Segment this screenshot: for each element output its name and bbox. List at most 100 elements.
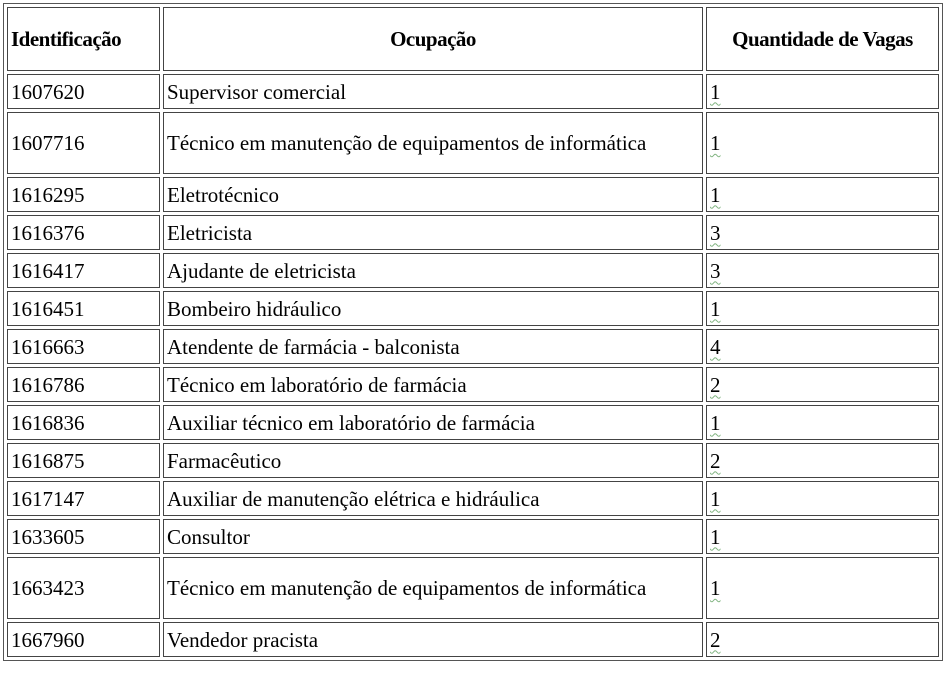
cell-identificacao: 1616875 bbox=[7, 443, 160, 478]
cell-vagas-text: 1 bbox=[710, 296, 721, 321]
cell-vagas-text: 2 bbox=[710, 448, 721, 473]
cell-ocupacao-text: Ajudante de eletricista bbox=[167, 258, 356, 283]
header-identificacao: Identificação bbox=[7, 7, 160, 71]
cell-ocupacao-text: Técnico em manutenção de equipamentos de… bbox=[167, 131, 647, 155]
cell-identificacao: 1616376 bbox=[7, 215, 160, 250]
cell-vagas-text: 1 bbox=[710, 486, 721, 511]
cell-ocupacao-text: Auxiliar de manutenção elétrica e hidráu… bbox=[167, 486, 540, 511]
table-row: 1616875 Farmacêutico 2 bbox=[7, 443, 939, 478]
cell-vagas-text: 3 bbox=[710, 220, 721, 245]
cell-ocupacao-text: Supervisor comercial bbox=[167, 79, 347, 104]
cell-ocupacao: Eletricista bbox=[163, 215, 703, 250]
cell-vagas: 1 bbox=[706, 177, 939, 212]
table-row: 1607620 Supervisor comercial 1 bbox=[7, 74, 939, 109]
cell-identificacao: 1616417 bbox=[7, 253, 160, 288]
cell-ocupacao-text: Atendente de farmácia - balconista bbox=[167, 334, 460, 359]
cell-ocupacao: Bombeiro hidráulico bbox=[163, 291, 703, 326]
cell-identificacao-text: 1616663 bbox=[11, 334, 85, 359]
table-row: 1616417 Ajudante de eletricista 3 bbox=[7, 253, 939, 288]
cell-ocupacao-text: Técnico em manutenção de equipamentos de… bbox=[167, 576, 647, 600]
cell-vagas: 3 bbox=[706, 215, 939, 250]
cell-identificacao-text: 1616376 bbox=[11, 220, 85, 245]
cell-vagas-text: 1 bbox=[710, 182, 721, 207]
table-row: 1616836 Auxiliar técnico em laboratório d… bbox=[7, 405, 939, 440]
header-quantidade: Quantidade de Vagas bbox=[706, 7, 939, 71]
table-row: 1617147 Auxiliar de manutenção elétrica e… bbox=[7, 481, 939, 516]
cell-vagas: 1 bbox=[706, 481, 939, 516]
cell-vagas-text: 1 bbox=[710, 410, 721, 435]
cell-identificacao: 1616836 bbox=[7, 405, 160, 440]
cell-vagas-text: 2 bbox=[710, 372, 721, 397]
header-ocupacao: Ocupação bbox=[163, 7, 703, 71]
cell-vagas: 2 bbox=[706, 367, 939, 402]
cell-vagas: 1 bbox=[706, 74, 939, 109]
table-row: 1616376 Eletricista 3 bbox=[7, 215, 939, 250]
cell-identificacao: 1633605 bbox=[7, 519, 160, 554]
cell-identificacao: 1663423 bbox=[7, 557, 160, 619]
cell-identificacao-text: 1607620 bbox=[11, 79, 85, 104]
cell-vagas: 3 bbox=[706, 253, 939, 288]
cell-identificacao: 1607620 bbox=[7, 74, 160, 109]
cell-ocupacao: Auxiliar de manutenção elétrica e hidráu… bbox=[163, 481, 703, 516]
table-row: 1667960 Vendedor pracista 2 bbox=[7, 622, 939, 657]
cell-identificacao: 1617147 bbox=[7, 481, 160, 516]
cell-vagas: 1 bbox=[706, 405, 939, 440]
cell-ocupacao-text: Técnico em laboratório de farmácia bbox=[167, 372, 467, 397]
cell-ocupacao: Atendente de farmácia - balconista bbox=[163, 329, 703, 364]
vacancies-table: Identificação Ocupação Quantidade de Vag… bbox=[3, 3, 943, 661]
cell-identificacao: 1667960 bbox=[7, 622, 160, 657]
cell-ocupacao: Vendedor pracista bbox=[163, 622, 703, 657]
cell-vagas-text: 3 bbox=[710, 258, 721, 283]
cell-ocupacao: Técnico em manutenção de equipamentos de… bbox=[163, 112, 703, 174]
cell-vagas: 1 bbox=[706, 519, 939, 554]
cell-vagas-text: 1 bbox=[710, 131, 721, 155]
table-row: 1616295 Eletrotécnico 1 bbox=[7, 177, 939, 212]
table-row: 1616786 Técnico em laboratório de farmáci… bbox=[7, 367, 939, 402]
cell-vagas: 1 bbox=[706, 557, 939, 619]
table-row: 1607716 Técnico em manutenção de equipame… bbox=[7, 112, 939, 174]
cell-identificacao-text: 1617147 bbox=[11, 486, 85, 511]
cell-vagas-text: 1 bbox=[710, 524, 721, 549]
cell-vagas: 1 bbox=[706, 291, 939, 326]
cell-ocupacao-text: Auxiliar técnico em laboratório de farmá… bbox=[167, 410, 535, 435]
cell-identificacao-text: 1616875 bbox=[11, 448, 85, 473]
cell-ocupacao: Auxiliar técnico em laboratório de farmá… bbox=[163, 405, 703, 440]
cell-vagas: 4 bbox=[706, 329, 939, 364]
cell-identificacao: 1607716 bbox=[7, 112, 160, 174]
cell-vagas-text: 2 bbox=[710, 627, 721, 652]
cell-identificacao-text: 1616786 bbox=[11, 372, 85, 397]
cell-identificacao-text: 1667960 bbox=[11, 627, 85, 652]
table-row: 1633605 Consultor 1 bbox=[7, 519, 939, 554]
cell-identificacao-text: 1616836 bbox=[11, 410, 85, 435]
cell-identificacao: 1616663 bbox=[7, 329, 160, 364]
cell-identificacao: 1616295 bbox=[7, 177, 160, 212]
table-row: 1663423 Técnico em manutenção de equipame… bbox=[7, 557, 939, 619]
cell-vagas: 2 bbox=[706, 622, 939, 657]
cell-vagas-text: 1 bbox=[710, 576, 721, 600]
cell-vagas-text: 1 bbox=[710, 79, 721, 104]
cell-ocupacao-text: Vendedor pracista bbox=[167, 627, 319, 652]
cell-identificacao: 1616451 bbox=[7, 291, 160, 326]
header-row: Identificação Ocupação Quantidade de Vag… bbox=[7, 7, 939, 71]
cell-identificacao-text: 1616295 bbox=[11, 182, 85, 207]
cell-identificacao-text: 1633605 bbox=[11, 524, 85, 549]
cell-vagas: 1 bbox=[706, 112, 939, 174]
table-row: 1616451 Bombeiro hidráulico 1 bbox=[7, 291, 939, 326]
cell-vagas: 2 bbox=[706, 443, 939, 478]
table-row: 1616663 Atendente de farmácia - balconist… bbox=[7, 329, 939, 364]
cell-identificacao-text: 1607716 bbox=[11, 131, 85, 155]
cell-ocupacao-text: Farmacêutico bbox=[167, 448, 282, 473]
cell-ocupacao-text: Eletricista bbox=[167, 220, 253, 245]
cell-ocupacao: Supervisor comercial bbox=[163, 74, 703, 109]
cell-ocupacao: Técnico em manutenção de equipamentos de… bbox=[163, 557, 703, 619]
cell-identificacao-text: 1663423 bbox=[11, 576, 85, 600]
cell-ocupacao: Consultor bbox=[163, 519, 703, 554]
cell-identificacao: 1616786 bbox=[7, 367, 160, 402]
cell-ocupacao: Técnico em laboratório de farmácia bbox=[163, 367, 703, 402]
cell-ocupacao-text: Bombeiro hidráulico bbox=[167, 296, 342, 321]
cell-vagas-text: 4 bbox=[710, 334, 721, 359]
cell-ocupacao: Farmacêutico bbox=[163, 443, 703, 478]
cell-identificacao-text: 1616451 bbox=[11, 296, 85, 321]
cell-identificacao-text: 1616417 bbox=[11, 258, 85, 283]
cell-ocupacao-text: Eletrotécnico bbox=[167, 182, 279, 207]
